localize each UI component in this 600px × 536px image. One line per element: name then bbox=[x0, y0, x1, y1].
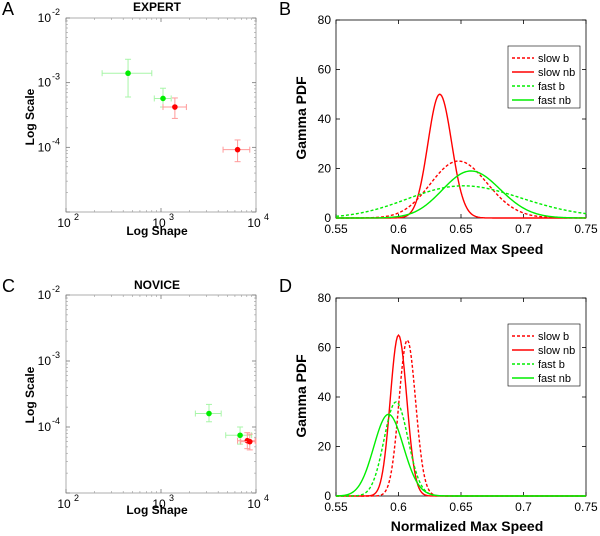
panel-b-ytick-label: 40 bbox=[318, 112, 332, 126]
panel-d-ytick-label: 20 bbox=[318, 440, 332, 454]
panel-b-xtick-label: 0.75 bbox=[574, 222, 598, 236]
panel-d-legend-box bbox=[507, 323, 581, 387]
panel-d-xtick-label: 0.7 bbox=[515, 500, 532, 514]
panel-c-xtick-label-exp: 4 bbox=[264, 493, 269, 503]
panel-c-xlabel: Log Shape bbox=[126, 503, 188, 517]
panel-d-novice-pdf: 0.55 0.6 0.65 0.7 0.75 0 20 40 60 80 slow b slow nb… bbox=[318, 291, 598, 514]
panel-a-ytick-label-base: 10 bbox=[38, 76, 52, 90]
panel-d-ytick-label: 0 bbox=[324, 489, 331, 503]
panel-a-title: EXPERT bbox=[133, 0, 182, 14]
panel-b-series-fast-b bbox=[335, 185, 587, 218]
panel-a-ylabel: Log Scale bbox=[23, 88, 37, 145]
panel-b-ytick-label: 60 bbox=[318, 63, 332, 77]
panel-c-ytick-label-exp: -3 bbox=[52, 350, 60, 360]
panel-c-xtick-label-exp: 2 bbox=[74, 493, 79, 503]
panel-a-ytick-label-exp: -3 bbox=[52, 72, 60, 82]
panel-b-xtick-label: 0.55 bbox=[324, 222, 348, 236]
panel-a-xtick-label-base: 10 bbox=[152, 216, 166, 230]
panel-a-point-0-fast-b bbox=[125, 70, 131, 77]
panel-d-legend-label-fast-nb: fast nb bbox=[538, 373, 571, 385]
panel-a-ytick-label-exp: -2 bbox=[52, 7, 60, 17]
panel-a-xtick-label-base: 10 bbox=[247, 216, 261, 230]
panel-a-ytick-label-exp: -4 bbox=[52, 136, 60, 146]
panel-d-legend-label-fast-b: fast b bbox=[538, 359, 565, 371]
panel-d-ytick-label: 40 bbox=[318, 390, 332, 404]
panel-a-expert-scatter: 10 2 10 3 10 410 -410 -310 -2 bbox=[38, 7, 269, 230]
panel-letter-d: D bbox=[279, 276, 292, 296]
panel-c-ytick-label-exp: -2 bbox=[52, 284, 60, 294]
panel-c-ytick-label-base: 10 bbox=[38, 288, 52, 302]
panel-b-ylabel: Gamma PDF bbox=[293, 76, 309, 160]
panel-d-legend-label-slow-b: slow b bbox=[538, 331, 569, 343]
panel-d-xlabel: Normalized Max Speed bbox=[391, 518, 544, 534]
panel-a-ytick-label-base: 10 bbox=[38, 11, 52, 25]
panel-d-xtick-label: 0.65 bbox=[449, 500, 473, 514]
panel-c-point-1-fast-nb bbox=[237, 432, 243, 439]
panel-a-xtick-label-exp: 2 bbox=[74, 212, 79, 222]
panel-letter-b: B bbox=[279, 0, 291, 19]
panel-d-ytick-label: 80 bbox=[318, 291, 332, 305]
panel-c-ytick-label-exp: -4 bbox=[52, 416, 60, 426]
panel-a-point-3-slow-b bbox=[234, 146, 241, 153]
panel-b-xlabel: Normalized Max Speed bbox=[391, 241, 544, 257]
panel-d-legend-label-slow-nb: slow nb bbox=[538, 345, 575, 357]
panel-c-ytick-label-base: 10 bbox=[38, 420, 52, 434]
panel-letter-a: A bbox=[2, 0, 14, 19]
panel-a-xlabel: Log Shape bbox=[126, 224, 188, 238]
panel-d-xtick-label: 0.6 bbox=[390, 500, 407, 514]
panel-b-ytick-label: 20 bbox=[318, 162, 332, 176]
panel-c-xtick-label-base: 10 bbox=[152, 497, 166, 511]
panel-b-legend-label-slow-b: slow b bbox=[538, 53, 569, 65]
panel-letter-c: C bbox=[2, 276, 15, 296]
panel-b-series-fast-nb bbox=[336, 170, 587, 219]
panel-d-xtick-label: 0.55 bbox=[324, 500, 348, 514]
panel-a-xtick-label-base: 10 bbox=[57, 216, 71, 230]
panel-b-expert-pdf: 0.55 0.6 0.65 0.7 0.75 0 20 40 60 80 slow b slow nb… bbox=[318, 13, 598, 236]
panel-b-legend-label-fast-b: fast b bbox=[538, 81, 565, 93]
panel-a-xtick-label-exp: 3 bbox=[169, 212, 174, 222]
panel-c-point-0-fast-b bbox=[206, 410, 212, 417]
panel-c-point-3-slow-b bbox=[246, 438, 253, 445]
panel-b-xtick-label: 0.65 bbox=[449, 222, 473, 236]
panel-c-xtick-label-base: 10 bbox=[247, 497, 261, 511]
panel-b-ytick-label: 80 bbox=[318, 13, 332, 27]
panel-a-point-2-slow-nb bbox=[172, 104, 178, 110]
panel-b-legend-box bbox=[507, 45, 581, 109]
panel-d-ytick-label: 60 bbox=[318, 341, 332, 355]
panel-a-ytick-label-base: 10 bbox=[38, 140, 52, 154]
panel-c-novice-scatter: 10 2 10 3 10 410 -410 -310 -2 bbox=[38, 284, 269, 511]
panel-c-ytick-label-base: 10 bbox=[38, 354, 52, 368]
panel-c-ylabel: Log Scale bbox=[23, 366, 37, 423]
panel-b-xtick-label: 0.7 bbox=[515, 222, 532, 236]
panel-c-title: NOVICE bbox=[134, 278, 180, 292]
panel-d-series-fast-nb bbox=[335, 413, 586, 497]
panel-b-ytick-label: 0 bbox=[324, 211, 331, 225]
panel-b-legend-label-fast-nb: fast nb bbox=[538, 95, 571, 107]
panel-c-xtick-label-exp: 3 bbox=[169, 493, 174, 503]
panel-d-ylabel: Gamma PDF bbox=[293, 354, 309, 438]
panel-a-point-1-fast-nb bbox=[160, 95, 166, 102]
panel-b-xtick-label: 0.6 bbox=[390, 222, 407, 236]
panel-d-xtick-label: 0.75 bbox=[574, 500, 598, 514]
panel-b-legend-label-slow-nb: slow nb bbox=[538, 67, 575, 79]
panel-a-xtick-label-exp: 4 bbox=[264, 212, 269, 222]
panel-c-xtick-label-base: 10 bbox=[57, 497, 71, 511]
